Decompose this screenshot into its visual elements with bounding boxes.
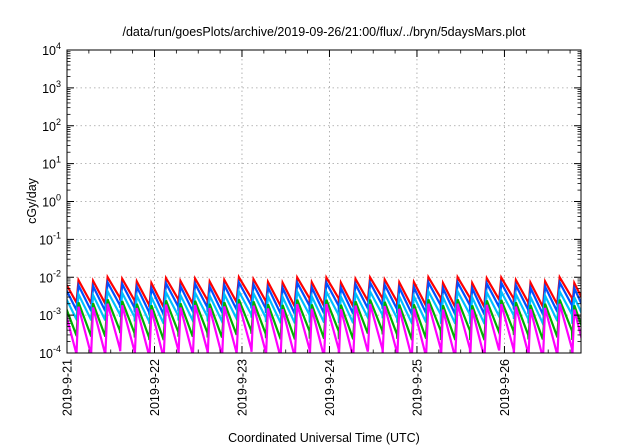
x-axis: 2019-9-21 2019-9-22 2019-9-23 2019-9-24 2019… [61,50,571,416]
y-axis: 104 103 102 101 100 10-1 10-2 10-3 10-4 [39,41,581,361]
series-line [67,303,581,353]
y-tick-label: 10-3 [39,306,61,323]
y-tick-label: 100 [42,193,61,210]
series-lines [67,273,581,353]
y-tick-label: 101 [42,155,61,172]
y-tick-label: 102 [42,117,61,134]
x-tick-label: 2019-9-24 [323,359,337,416]
x-tick-label: 2019-9-26 [498,359,512,416]
x-tick-label: 2019-9-23 [235,359,249,416]
chart-title: /data/run/goesPlots/archive/2019-09-26/2… [122,25,526,39]
y-tick-label: 103 [42,79,61,96]
y-tick-label: 10-2 [39,268,61,285]
y-tick-label: 104 [42,41,61,58]
y-tick-label: 10-4 [39,344,61,361]
x-tick-label: 2019-9-21 [61,359,75,416]
y-tick-label: 10-1 [39,230,61,247]
x-tick-label: 2019-9-25 [410,359,424,416]
x-axis-label: Coordinated Universal Time (UTC) [228,431,420,445]
x-tick-label: 2019-9-22 [148,359,162,416]
y-axis-label: cGy/day [25,177,39,224]
